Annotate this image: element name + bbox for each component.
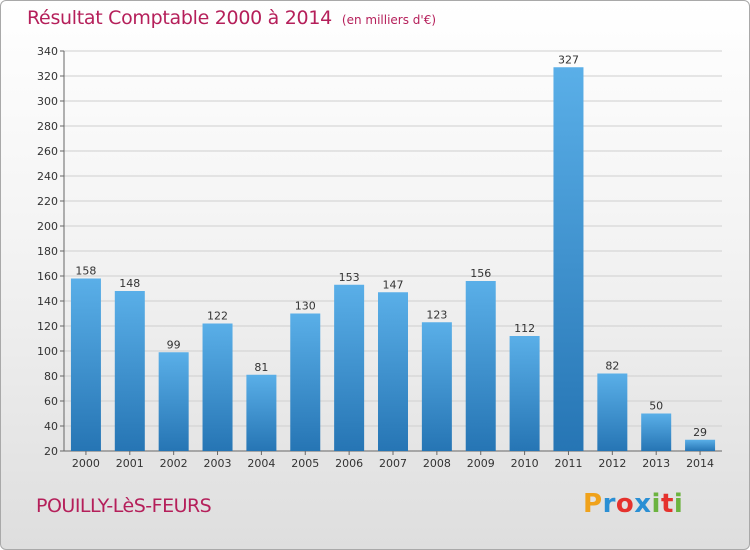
logo-letter: i [673,489,684,519]
logo-letter: t [660,489,674,519]
bar-2012 [597,373,628,451]
x-tick-label-2014: 2014 [686,457,714,470]
data-label-2014: 29 [693,426,707,439]
title-row: Résultat Comptable 2000 à 2014 (en millie… [27,7,436,29]
bar-2003 [202,323,233,451]
y-tick-label: 180 [37,245,58,258]
data-label-2010: 112 [514,322,535,335]
bar-2011 [553,67,584,451]
bar-2001 [114,291,145,451]
data-label-2001: 148 [119,277,140,290]
y-tick-label: 300 [37,95,58,108]
y-tick-label: 160 [37,270,58,283]
proxiti-logo: Proxiti [583,489,683,519]
place-name: POUILLY-LèS-FEURS [36,495,212,517]
bar-2004 [246,374,277,451]
x-tick-label-2004: 2004 [247,457,275,470]
x-tick-label-2003: 2003 [204,457,232,470]
y-tick-label: 340 [37,45,58,58]
y-tick-label: 120 [37,320,58,333]
bar-2006 [334,284,365,451]
y-tick-label: 320 [37,70,58,83]
x-tick-label-2000: 2000 [72,457,100,470]
x-tick-label-2008: 2008 [423,457,451,470]
logo-letter: r [602,489,616,519]
x-tick-label-2013: 2013 [642,457,670,470]
y-tick-label: 260 [37,145,58,158]
logo-letter: x [634,489,652,519]
y-tick-label: 140 [37,295,58,308]
bar-2008 [421,322,452,451]
data-label-2011: 327 [558,53,579,66]
y-tick-label: 60 [44,395,58,408]
chart-subtitle: (en milliers d'€) [341,13,437,27]
y-tick-label: 240 [37,170,58,183]
y-tick-label: 80 [44,370,58,383]
data-labels: 158 148 99 122 81 130 153 147 123 156 112 327 82 50 29 [75,53,707,439]
x-tick-label-2006: 2006 [335,457,363,470]
data-label-2003: 122 [207,310,228,323]
x-tick-label-2012: 2012 [598,457,626,470]
data-label-2006: 153 [339,271,360,284]
data-label-2000: 158 [75,265,96,278]
y-tick-label: 100 [37,345,58,358]
data-label-2013: 50 [649,400,663,413]
x-tick-label-2007: 2007 [379,457,407,470]
data-label-2008: 123 [426,308,447,321]
data-label-2004: 81 [254,361,268,374]
bar-2005 [290,313,321,451]
x-tick-label-2001: 2001 [116,457,144,470]
logo-letter: P [583,489,603,519]
y-tick-label: 20 [44,445,58,458]
bar-2010 [509,336,540,451]
data-label-2009: 156 [470,267,491,280]
x-tick-label-2011: 2011 [554,457,582,470]
y-tick-label: 280 [37,120,58,133]
x-tick-labels: 2000 2001 2002 2003 2004 2005 2006 2007 2008 2009… [72,457,714,470]
y-tick-labels: 20 40 60 80 100 120 140 160 180 200 220 240 260 280 30… [37,45,58,458]
data-label-2007: 147 [383,278,404,291]
bar-2009 [465,281,496,451]
x-tick-label-2010: 2010 [511,457,539,470]
bar-2014 [685,439,716,451]
chart-title: Résultat Comptable 2000 à 2014 [27,7,332,29]
y-tick-label: 220 [37,195,58,208]
y-tick-label: 40 [44,420,58,433]
y-tick-label: 200 [37,220,58,233]
bar-2000 [70,278,101,451]
logo-letter: o [615,489,635,519]
bar-2002 [158,352,189,451]
data-label-2012: 82 [605,360,619,373]
bars [70,67,716,451]
x-tick-label-2009: 2009 [467,457,495,470]
data-label-2005: 130 [295,300,316,313]
bar-2007 [378,292,408,451]
x-tick-label-2005: 2005 [291,457,319,470]
x-tick-label-2002: 2002 [160,457,188,470]
bar-2013 [641,413,672,451]
logo-letter: i [651,489,661,519]
data-label-2002: 99 [167,338,181,351]
